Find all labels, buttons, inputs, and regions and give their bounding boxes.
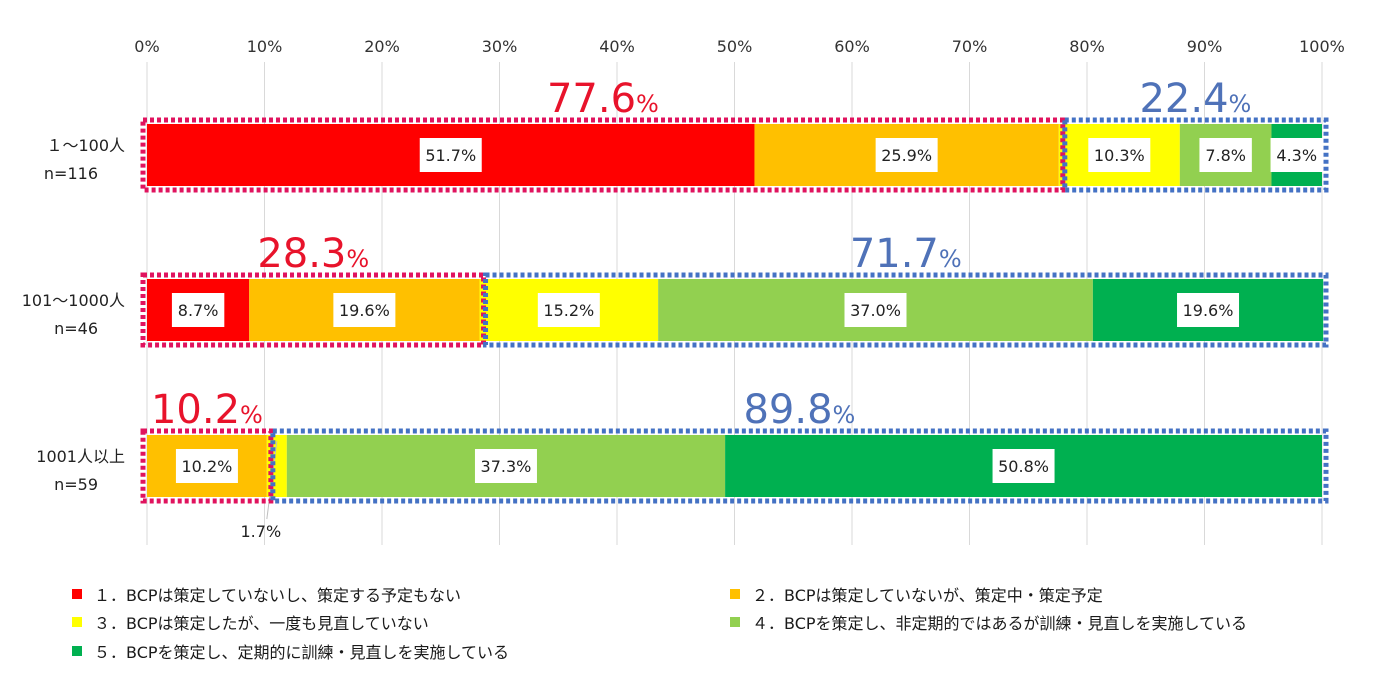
data-label: 51.7%: [425, 146, 476, 165]
legend-item: １．BCPは策定していないし、策定する予定もない: [72, 582, 461, 606]
data-label-box: [175, 449, 238, 483]
group-total-left: 28.3%: [257, 231, 369, 277]
x-tick-label: 10%: [247, 37, 283, 56]
legend-swatch: [72, 617, 82, 627]
category-n-label: n=116: [44, 164, 98, 183]
data-label: 4.3%: [1276, 146, 1317, 165]
group-total-right: 22.4%: [1139, 76, 1251, 122]
data-label: 19.6%: [339, 301, 390, 320]
data-label: 37.3%: [481, 457, 532, 476]
data-label: 1.7%: [241, 522, 282, 541]
category-n-label: n=46: [54, 319, 98, 338]
group-total-right: 71.7%: [850, 231, 962, 277]
x-tick-label: 100%: [1299, 37, 1345, 56]
category-label: 1001人以上: [36, 447, 125, 466]
data-label-box: [992, 449, 1055, 483]
x-tick-label: 50%: [717, 37, 753, 56]
data-label-box: [171, 293, 225, 327]
data-label-box: [537, 293, 600, 327]
x-tick-label: 60%: [834, 37, 870, 56]
category-n-label: n=59: [54, 475, 98, 494]
legend-swatch: [72, 589, 82, 599]
group-box-left: [140, 117, 1066, 193]
x-tick-label: 90%: [1187, 37, 1223, 56]
data-label: 7.8%: [1205, 146, 1246, 165]
x-tick-label: 80%: [1069, 37, 1105, 56]
data-label: 19.6%: [1183, 301, 1234, 320]
group-box-right: [1062, 117, 1329, 193]
legend-item: ２．BCPは策定していないが、策定中・策定予定: [730, 582, 1103, 606]
group-total-left: 77.6%: [547, 76, 659, 122]
data-label: 8.7%: [178, 301, 219, 320]
group-box-right: [270, 428, 1329, 504]
legend-label: ４．BCPを策定し、非定期的ではあるが訓練・見直しを実施している: [752, 614, 1248, 633]
legend-swatch: [730, 617, 740, 627]
legend-label: １．BCPは策定していないし、策定する予定もない: [94, 586, 462, 605]
group-total-right: 89.8%: [743, 387, 855, 433]
data-label-box: [419, 138, 482, 172]
data-label-box: [333, 293, 396, 327]
data-label-box: [875, 138, 938, 172]
legend-swatch: [730, 589, 740, 599]
category-label: １～100人: [46, 136, 125, 155]
legend-swatch: [72, 646, 82, 656]
data-label: 37.0%: [850, 301, 901, 320]
category-label: 101～1000人: [22, 291, 125, 310]
x-tick-label: 40%: [599, 37, 635, 56]
legend-label: ５．BCPを策定し、定期的に訓練・見直しを実施している: [94, 643, 510, 662]
legend-label: ２．BCPは策定していないが、策定中・策定予定: [752, 586, 1103, 605]
data-label: 10.2%: [182, 457, 233, 476]
data-label: 10.3%: [1094, 146, 1145, 165]
data-label-box: [1199, 138, 1252, 172]
legend-item: ５．BCPを策定し、定期的に訓練・見直しを実施している: [72, 639, 509, 663]
data-label-box: [1270, 138, 1323, 172]
data-label: 50.8%: [998, 457, 1049, 476]
data-label-box: [1177, 293, 1240, 327]
data-label-box: [844, 293, 907, 327]
legend-item: ４．BCPを策定し、非定期的ではあるが訓練・見直しを実施している: [730, 610, 1247, 634]
group-box-right: [483, 272, 1329, 348]
legend-item: ３．BCPは策定したが、一度も見直していない: [72, 610, 429, 634]
x-tick-label: 70%: [952, 37, 988, 56]
x-tick-label: 0%: [134, 37, 159, 56]
x-tick-label: 30%: [482, 37, 518, 56]
data-label: 15.2%: [543, 301, 594, 320]
data-label-box: [1088, 138, 1151, 172]
data-label-box: [474, 449, 537, 483]
legend-label: ３．BCPは策定したが、一度も見直していない: [94, 614, 429, 633]
group-total-left: 10.2%: [151, 387, 263, 433]
data-label: 25.9%: [881, 146, 932, 165]
x-tick-label: 20%: [364, 37, 400, 56]
group-box-left: [140, 428, 274, 504]
group-box-left: [140, 272, 487, 348]
